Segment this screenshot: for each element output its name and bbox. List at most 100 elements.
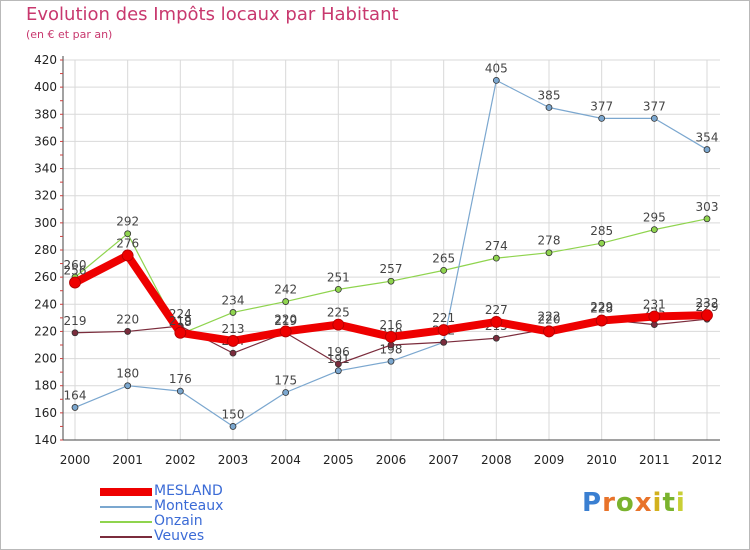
x-tick-label: 2006 <box>376 453 407 467</box>
data-point-veuves <box>387 341 395 349</box>
data-point-monteaux <box>334 367 342 375</box>
data-label-mesland: 216 <box>380 318 403 332</box>
data-label-veuves: 196 <box>327 345 350 359</box>
y-tick-label: 280 <box>34 243 57 257</box>
data-label-monteaux: 405 <box>485 61 508 75</box>
data-point-onzain <box>440 266 448 274</box>
logo-letter: t <box>662 488 676 518</box>
data-label-onzain: 265 <box>432 251 455 265</box>
data-point-monteaux <box>703 146 711 153</box>
data-point-monteaux <box>650 114 658 122</box>
x-tick-label: 2000 <box>60 453 91 467</box>
y-tick-label: 180 <box>34 379 57 393</box>
data-point-mesland <box>701 309 713 322</box>
y-tick-label: 420 <box>34 53 57 67</box>
data-label-monteaux: 354 <box>696 131 719 145</box>
logo-letter: P <box>582 488 603 518</box>
legend-swatch <box>100 536 152 538</box>
data-label-onzain: 303 <box>696 200 719 214</box>
data-point-monteaux <box>176 387 184 395</box>
data-point-mesland <box>490 316 503 328</box>
data-label-veuves: 219 <box>64 314 87 328</box>
data-label-onzain: 260 <box>64 258 87 272</box>
data-label-veuves: 229 <box>590 300 613 314</box>
y-tick-label: 360 <box>34 134 57 148</box>
logo-letter: i <box>675 488 686 518</box>
data-point-onzain <box>334 285 342 293</box>
data-label-mesland: 231 <box>643 298 666 312</box>
data-label-monteaux: 175 <box>274 374 297 388</box>
x-tick-label: 2011 <box>639 453 670 467</box>
data-point-veuves <box>650 321 658 329</box>
data-point-mesland <box>279 325 292 338</box>
chart-subtitle: (en € et par an) <box>26 28 113 41</box>
data-label-onzain: 251 <box>327 270 350 284</box>
legend-swatch <box>100 488 152 496</box>
data-point-onzain <box>282 298 290 305</box>
data-label-monteaux: 385 <box>538 89 561 103</box>
data-label-veuves: 219 <box>274 314 297 328</box>
data-point-mesland <box>437 324 450 336</box>
y-tick-label: 300 <box>34 216 57 230</box>
data-point-onzain <box>229 309 237 316</box>
x-tick-label: 2008 <box>481 453 512 467</box>
data-label-mesland: 221 <box>432 311 455 325</box>
data-label-mesland: 219 <box>169 314 192 328</box>
x-tick-label: 2001 <box>112 453 143 467</box>
data-label-mesland: 220 <box>538 312 561 326</box>
data-point-monteaux <box>387 357 395 365</box>
x-tick-label: 2007 <box>428 453 459 467</box>
data-label-monteaux: 377 <box>590 99 613 113</box>
data-point-onzain <box>650 226 658 234</box>
data-point-veuves <box>71 329 79 337</box>
data-label-mesland: 225 <box>327 306 350 320</box>
y-tick-label: 220 <box>34 324 57 338</box>
legend-swatch <box>100 521 152 523</box>
data-label-veuves: 229 <box>696 300 719 314</box>
data-label-monteaux: 377 <box>643 99 666 113</box>
data-label-monteaux: 180 <box>116 367 139 381</box>
data-label-mesland: 228 <box>590 302 613 316</box>
data-point-monteaux <box>598 114 606 122</box>
data-point-mesland <box>543 325 555 338</box>
data-label-mesland: 220 <box>274 312 297 326</box>
data-point-mesland <box>595 314 608 327</box>
data-point-mesland <box>121 249 134 262</box>
x-tick-label: 2002 <box>165 453 196 467</box>
data-point-monteaux <box>492 76 500 84</box>
data-label-onzain: 274 <box>485 239 508 253</box>
chart-title: Evolution des Impôts locaux par Habitant <box>26 4 399 25</box>
data-point-monteaux <box>124 382 132 390</box>
data-point-monteaux <box>229 423 237 430</box>
data-point-onzain <box>124 230 132 238</box>
y-tick-label: 160 <box>34 406 57 420</box>
data-label-onzain: 278 <box>538 234 561 248</box>
data-label-onzain: 285 <box>590 224 613 238</box>
data-point-mesland <box>69 276 81 289</box>
logo-letter: x <box>634 488 653 518</box>
logo-letter: o <box>615 488 635 518</box>
data-point-onzain <box>387 277 395 285</box>
data-point-veuves <box>124 328 132 335</box>
data-point-onzain <box>492 254 500 262</box>
data-point-monteaux <box>545 104 553 111</box>
data-point-veuves <box>334 360 342 368</box>
data-point-onzain <box>703 215 711 223</box>
y-tick-label: 260 <box>34 270 57 284</box>
data-point-mesland <box>648 310 661 323</box>
y-tick-label: 380 <box>34 107 57 121</box>
data-point-veuves <box>229 349 237 357</box>
data-point-mesland <box>174 326 187 339</box>
logo-letter: i <box>652 488 663 518</box>
data-label-onzain: 242 <box>274 283 297 297</box>
legend-label: Monteaux <box>154 498 224 514</box>
y-tick-label: 320 <box>34 189 57 203</box>
legend-label: MESLAND <box>154 483 223 499</box>
legend-swatch <box>100 506 152 508</box>
data-point-onzain <box>545 249 553 257</box>
data-label-mesland: 276 <box>116 236 139 250</box>
data-label-monteaux: 164 <box>64 388 87 402</box>
data-label-onzain: 292 <box>116 215 139 229</box>
